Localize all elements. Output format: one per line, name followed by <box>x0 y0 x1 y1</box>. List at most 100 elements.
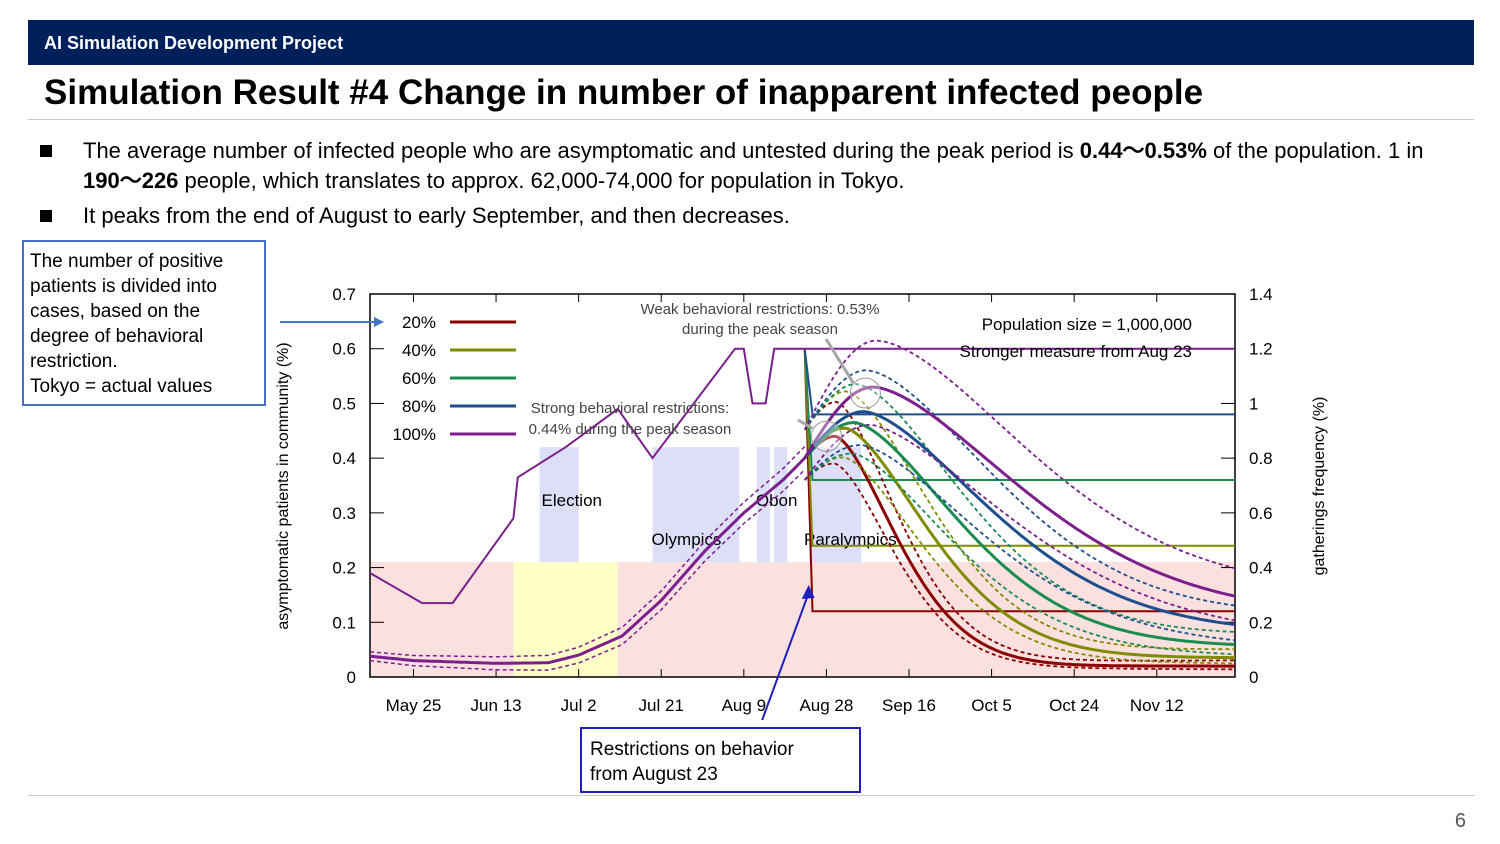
legend-label: 20% <box>402 313 436 332</box>
bullet-text: The average number of infected people wh… <box>83 138 1080 163</box>
series-line <box>803 426 1235 660</box>
note-line: restriction. <box>30 351 118 372</box>
strong-pointer-arrow <box>797 418 814 430</box>
series-upper-band <box>803 339 1235 570</box>
bullet-text: of the population. 1 in <box>1206 138 1424 163</box>
series-lower-band <box>803 424 1235 622</box>
tokyo-infection-band <box>370 445 806 658</box>
series-line <box>803 434 1235 668</box>
gathering-line <box>803 348 1235 481</box>
plot-frame <box>369 293 1236 678</box>
weak-pointer-arrow <box>824 338 855 384</box>
tokyo-gathering-line <box>370 347 805 605</box>
y2-tick-label: 0.8 <box>1249 449 1273 468</box>
x-tick-label: Aug 9 <box>722 696 766 715</box>
series-upper-band <box>803 390 1235 651</box>
note-line: The number of positive <box>30 251 224 272</box>
y-tick-label: 0.4 <box>332 449 356 468</box>
restriction-pointer-arrowhead <box>801 585 815 599</box>
y2-axis-title: gatherings frequency (%) <box>1311 397 1328 576</box>
gathering-line <box>803 348 1235 547</box>
y2-tick-label: 1.2 <box>1249 340 1273 359</box>
note-line: from August 23 <box>590 764 718 785</box>
event-label-paralympics: Paralympics <box>804 530 897 549</box>
event-period-band <box>774 447 788 563</box>
x-tick-label: Nov 12 <box>1130 696 1184 715</box>
x-tick-label: Aug 28 <box>799 696 853 715</box>
header-bar: AI Simulation Development Project <box>28 20 1474 65</box>
series-line <box>803 410 1235 626</box>
legend-label: 40% <box>402 341 436 360</box>
bullet-emphasis: 0.44～0.53% <box>1079 138 1207 163</box>
x-tick-label: Jun 13 <box>471 696 522 715</box>
y-tick-label: 0.7 <box>332 285 356 304</box>
tokyo-infection-band <box>370 469 806 671</box>
bullet-item: The average number of infected people wh… <box>38 136 1458 196</box>
x-tick-label: Jul 21 <box>639 696 684 715</box>
event-label-olympics: Olympics <box>652 530 722 549</box>
x-tick-label: Oct 5 <box>971 696 1012 715</box>
bullet-text: people, which translates to approx. 62,0… <box>178 168 905 193</box>
project-name: AI Simulation Development Project <box>44 33 344 53</box>
event-period-band <box>539 447 579 563</box>
simulation-chart: Election Olympics Obon Paralympics Weak beh… <box>275 285 1328 720</box>
positive-cases-note: The number of positive patients is divid… <box>22 240 266 406</box>
legend-label: 60% <box>402 369 436 388</box>
page-number: 6 <box>1454 810 1466 832</box>
y-axis-title: asymptomatic patients in community (%) <box>275 342 292 629</box>
y-tick-label: 0.6 <box>332 340 356 359</box>
strong-peak-marker <box>810 420 842 452</box>
event-label-obon: Obon <box>756 491 798 510</box>
x-tick-label: May 25 <box>386 696 442 715</box>
weak-peak-marker <box>849 377 881 409</box>
y-tick-label: 0 <box>347 668 356 687</box>
restriction-note: Restrictions on behavior from August 23 <box>580 727 861 793</box>
population-label: Population size = 1,000,000 <box>982 315 1192 334</box>
y2-tick-label: 1.4 <box>1249 285 1273 304</box>
event-period-band <box>652 447 740 563</box>
strong-restriction-label: 0.44% during the peak season <box>529 421 732 438</box>
event-period-band <box>756 447 770 563</box>
y2-tick-label: 0.4 <box>1249 559 1273 578</box>
x-tick-label: Jul 2 <box>561 696 597 715</box>
series-line <box>803 385 1235 598</box>
page-title: Simulation Result #4 Change in number of… <box>44 73 1204 112</box>
event-period-band <box>809 447 862 563</box>
series-lower-band <box>804 462 1235 671</box>
footer-divider <box>28 795 1474 796</box>
note-pointer-arrowhead <box>374 317 384 327</box>
y2-tick-label: 0.2 <box>1249 613 1273 632</box>
weak-restriction-label: Weak behavioral restrictions: 0.53% <box>640 301 879 318</box>
restriction-pointer-line <box>761 592 810 720</box>
legend-label: 80% <box>402 397 436 416</box>
bullet-emphasis: 190～226 <box>83 168 179 193</box>
x-tick-label: Oct 24 <box>1049 696 1099 715</box>
y-tick-label: 0.5 <box>332 394 356 413</box>
series-upper-band <box>803 383 1235 633</box>
strong-restriction-label: Strong behavioral restrictions: <box>531 400 729 417</box>
bullet-item: It peaks from the end of August to early… <box>38 201 1458 231</box>
y2-tick-label: 0 <box>1249 668 1258 687</box>
note-line: Tokyo = actual values <box>30 376 213 397</box>
event-label-election: Election <box>542 491 602 510</box>
legend-label: 100% <box>393 425 436 444</box>
x-tick-label: Sep 16 <box>882 696 936 715</box>
note-line: cases, based on the <box>30 301 201 322</box>
y-tick-label: 0.2 <box>332 559 356 578</box>
weak-restriction-label: during the peak season <box>682 321 838 338</box>
title-divider <box>28 119 1474 120</box>
tokyo-infection-line <box>370 457 806 665</box>
note-line: patients is divided into <box>30 276 217 297</box>
note-line: degree of behavioral <box>30 326 204 347</box>
y2-tick-label: 1 <box>1249 394 1258 413</box>
bullet-marker <box>40 145 52 157</box>
y2-tick-label: 0.6 <box>1249 504 1273 523</box>
bullet-list: The average number of infected people wh… <box>38 136 1458 231</box>
bullet-marker <box>40 210 52 222</box>
series-upper-band <box>803 400 1235 662</box>
series-line <box>803 421 1235 646</box>
series-upper-band <box>803 369 1235 607</box>
series-lower-band <box>804 444 1235 642</box>
y-tick-label: 0.1 <box>332 613 356 632</box>
measure-label: Stronger measure from Aug 23 <box>960 342 1192 361</box>
